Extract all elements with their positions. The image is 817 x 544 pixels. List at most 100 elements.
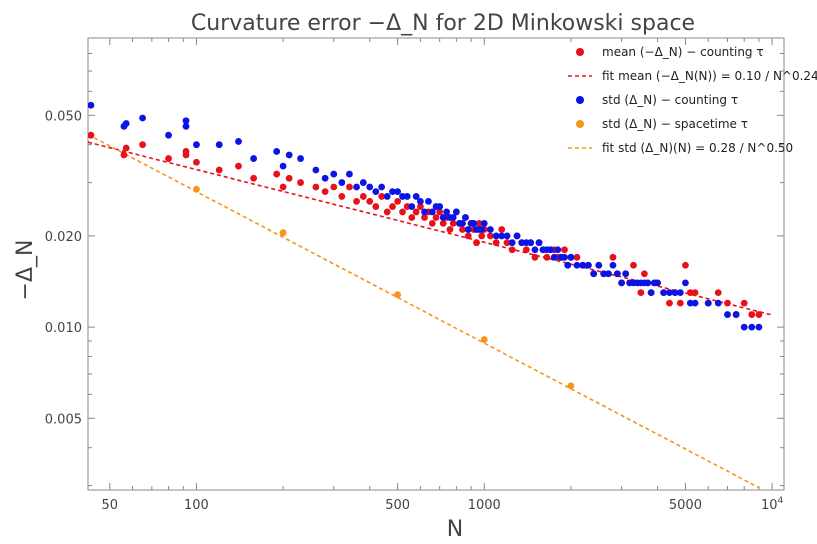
data-point: [475, 219, 483, 227]
data-point: [564, 261, 572, 269]
legend-marker: [576, 120, 584, 128]
data-point: [740, 323, 748, 331]
data-point: [165, 155, 172, 162]
data-point: [330, 183, 338, 191]
data-point: [464, 232, 472, 240]
data-point: [346, 183, 353, 191]
data-point: [443, 208, 451, 216]
data-point: [755, 311, 763, 318]
x-tick-label: 100: [184, 498, 209, 513]
data-point: [378, 193, 386, 200]
data-point: [666, 289, 673, 296]
data-point: [660, 289, 668, 296]
data-point: [425, 197, 432, 205]
data-point: [215, 141, 223, 149]
data-point: [498, 232, 506, 240]
data-point: [321, 174, 329, 182]
data-point: [449, 214, 457, 221]
data-point: [250, 174, 258, 182]
data-point: [691, 299, 699, 307]
data-point: [547, 246, 554, 254]
data-point: [389, 203, 396, 210]
data-point: [417, 197, 424, 205]
y-tick-label: 0.050: [45, 109, 82, 124]
data-point: [182, 122, 190, 130]
data-point: [394, 188, 402, 196]
data-point: [573, 253, 581, 261]
legend-label: std (Δ_N) − counting τ: [602, 93, 738, 107]
data-point: [372, 188, 380, 196]
data-point: [88, 101, 95, 109]
data-point: [531, 253, 539, 261]
data-point: [165, 131, 172, 139]
data-point: [459, 219, 466, 227]
data-point: [338, 193, 346, 200]
data-point: [740, 299, 748, 307]
chart-title: Curvature error −Δ_N for 2D Minkowski sp…: [191, 11, 695, 36]
data-point: [480, 336, 488, 343]
data-point: [383, 208, 391, 216]
data-point: [666, 299, 673, 307]
y-tick-label: 0.020: [45, 230, 82, 245]
legend: mean (−Δ_N) − counting τ fit mean (−Δ_N(N…: [568, 45, 817, 155]
data-point: [464, 226, 472, 233]
data-point: [543, 253, 551, 261]
x-tick-label: 104: [761, 496, 784, 513]
data-point: [527, 239, 535, 247]
data-point: [285, 174, 293, 182]
data-point: [432, 214, 440, 221]
data-point: [748, 323, 756, 331]
data-point: [508, 246, 516, 254]
data-point: [383, 193, 391, 200]
data-point: [399, 193, 406, 200]
data-point: [421, 214, 428, 221]
data-point: [122, 120, 130, 127]
data-point: [235, 162, 242, 170]
data-point: [408, 214, 416, 221]
data-point: [412, 193, 420, 200]
y-axis-label: −Δ_N: [13, 240, 38, 301]
data-point: [724, 311, 731, 318]
data-point: [346, 170, 353, 178]
data-point: [353, 197, 360, 205]
x-axis-label: N: [447, 517, 463, 542]
data-points: [88, 101, 763, 390]
fit-line: [88, 141, 773, 316]
data-point: [182, 117, 190, 125]
data-point: [676, 289, 684, 296]
data-point: [522, 246, 530, 254]
data-point: [182, 151, 190, 159]
fit-line: [88, 133, 760, 489]
data-point: [215, 166, 223, 174]
data-point: [273, 148, 281, 155]
data-point: [122, 144, 130, 152]
x-tick-label: 5000: [669, 498, 702, 513]
data-point: [366, 197, 374, 205]
data-point: [573, 261, 581, 269]
data-point: [462, 214, 469, 221]
data-point: [622, 270, 630, 278]
data-point: [554, 246, 562, 254]
data-point: [630, 261, 637, 269]
data-point: [417, 203, 424, 210]
legend-marker: [576, 48, 584, 56]
legend-label: fit mean (−Δ_N(N)) = 0.10 / N^0.24: [602, 69, 817, 83]
data-point: [714, 299, 722, 307]
data-point: [676, 299, 684, 307]
data-point: [359, 193, 367, 200]
data-point: [567, 253, 575, 261]
data-point: [193, 141, 200, 149]
data-point: [644, 279, 652, 287]
data-point: [394, 291, 402, 299]
data-point: [279, 229, 287, 237]
y-tick-label: 0.005: [45, 412, 82, 427]
data-point: [297, 155, 304, 162]
data-point: [503, 239, 511, 247]
data-point: [436, 203, 444, 210]
data-point: [452, 208, 460, 216]
x-tick-label: 1000: [468, 498, 501, 513]
data-point: [682, 279, 689, 287]
data-point: [609, 253, 617, 261]
data-point: [732, 311, 740, 318]
data-point: [498, 226, 506, 233]
